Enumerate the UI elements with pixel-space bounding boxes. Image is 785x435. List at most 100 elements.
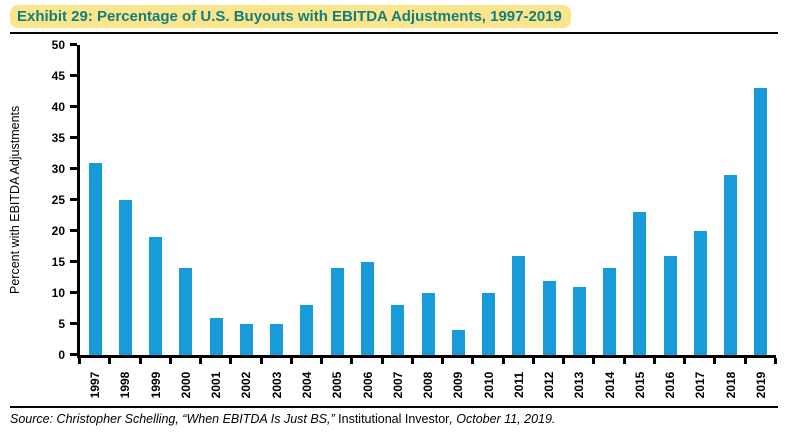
x-label-2017: 2017: [693, 371, 708, 399]
x-label-2001: 2001: [209, 371, 224, 399]
y-tick-label-35: 35: [51, 131, 65, 145]
x-label-cell-2000: 2000: [171, 366, 201, 404]
bar-cell-1997: [80, 45, 110, 355]
source-divider-line: [10, 406, 778, 408]
x-tick-mark-7: [289, 358, 293, 364]
bar-2006: [361, 262, 375, 355]
x-label-2010: 2010: [481, 371, 496, 399]
x-tick-mark-3: [168, 358, 172, 364]
bar-cell-2010: [473, 45, 503, 355]
y-tick-mark-30: [70, 167, 77, 170]
x-label-2007: 2007: [390, 371, 405, 399]
plot-area: 0 5 10 15 20 25 30 35 40 45 50: [52, 38, 777, 364]
source-text-prefix: Source: Christopher Schelling, “When EBI…: [10, 412, 339, 426]
bar-cell-1999: [141, 45, 171, 355]
x-label-1997: 1997: [88, 371, 103, 399]
bar-2018: [724, 175, 738, 355]
bar-2015: [633, 212, 647, 355]
bar-cell-1998: [110, 45, 140, 355]
y-tick-label-5: 5: [58, 317, 65, 331]
x-label-2019: 2019: [753, 371, 768, 399]
bar-cell-2015: [625, 45, 655, 355]
exhibit-title: Exhibit 29: Percentage of U.S. Buyouts w…: [10, 5, 571, 28]
bars-container: [80, 45, 776, 355]
bar-2019: [754, 88, 768, 355]
bar-2013: [572, 286, 586, 355]
y-tick-label-20: 20: [51, 224, 65, 238]
bar-1997: [88, 162, 102, 355]
x-label-cell-1997: 1997: [80, 366, 110, 404]
y-tick-label-25: 25: [51, 193, 65, 207]
x-label-cell-2009: 2009: [443, 366, 473, 404]
y-tick-label-45: 45: [51, 69, 65, 83]
y-tick-mark-10: [70, 291, 77, 294]
bar-cell-2006: [352, 45, 382, 355]
x-tick-mark-2: [138, 358, 142, 364]
bar-cell-2016: [655, 45, 685, 355]
y-tick-mark-50: [70, 43, 77, 46]
bar-2011: [512, 255, 526, 355]
x-label-2005: 2005: [330, 371, 345, 399]
bar-2010: [482, 293, 496, 355]
x-label-2012: 2012: [542, 371, 557, 399]
y-tick-mark-35: [70, 136, 77, 139]
bar-cell-2018: [716, 45, 746, 355]
exhibit-title-row: Exhibit 29: Percentage of U.S. Buyouts w…: [10, 5, 571, 28]
y-tick-mark-45: [70, 74, 77, 77]
bar-2003: [270, 324, 284, 355]
bar-cell-2017: [685, 45, 715, 355]
x-tick-mark-23: [774, 358, 777, 364]
x-label-2008: 2008: [421, 371, 436, 399]
bar-2008: [421, 293, 435, 355]
y-tick-mark-0: [70, 353, 77, 356]
x-label-cell-2008: 2008: [413, 366, 443, 404]
bar-cell-2012: [534, 45, 564, 355]
x-tick-mark-1: [108, 358, 112, 364]
y-tick-mark-25: [70, 198, 77, 201]
y-tick-label-30: 30: [51, 162, 65, 176]
bar-cell-2019: [746, 45, 776, 355]
x-tick-mark-15: [531, 358, 535, 364]
y-tick-label-40: 40: [51, 100, 65, 114]
bar-1999: [149, 237, 163, 355]
x-label-cell-2019: 2019: [746, 366, 776, 404]
y-tick-mark-40: [70, 105, 77, 108]
y-tick-label-15: 15: [51, 255, 65, 269]
bar-2007: [391, 305, 405, 355]
x-label-cell-2016: 2016: [655, 366, 685, 404]
x-tick-mark-18: [622, 358, 626, 364]
x-tick-mark-14: [501, 358, 505, 364]
bar-2009: [451, 330, 465, 355]
x-label-2003: 2003: [269, 371, 284, 399]
bar-2012: [542, 280, 556, 355]
x-label-cell-2013: 2013: [564, 366, 594, 404]
x-label-cell-2005: 2005: [322, 366, 352, 404]
x-label-cell-2007: 2007: [383, 366, 413, 404]
x-label-2002: 2002: [239, 371, 254, 399]
x-tick-mark-4: [199, 358, 203, 364]
bar-cell-2013: [564, 45, 594, 355]
bar-cell-2005: [322, 45, 352, 355]
bar-2005: [330, 268, 344, 355]
x-label-cell-2012: 2012: [534, 366, 564, 404]
bar-cell-2007: [383, 45, 413, 355]
x-label-2018: 2018: [723, 371, 738, 399]
bar-2004: [300, 305, 314, 355]
x-label-cell-2014: 2014: [595, 366, 625, 404]
x-tick-mark-17: [592, 358, 596, 364]
source-text-suffix: , October 11, 2019.: [449, 412, 556, 426]
bar-2001: [209, 317, 223, 355]
y-tick-label-10: 10: [51, 286, 65, 300]
x-label-1999: 1999: [148, 371, 163, 399]
x-label-cell-2006: 2006: [352, 366, 382, 404]
y-axis-title: Percent with EBITDA Adjustments: [8, 105, 22, 295]
x-label-2014: 2014: [602, 371, 617, 399]
x-tick-mark-6: [259, 358, 263, 364]
x-tick-mark-13: [471, 358, 475, 364]
x-label-2004: 2004: [299, 371, 314, 399]
bar-2002: [239, 324, 253, 355]
x-label-cell-1999: 1999: [141, 366, 171, 404]
x-label-cell-2011: 2011: [504, 366, 534, 404]
source-publication: Institutional Investor: [338, 412, 450, 426]
x-label-cell-2017: 2017: [685, 366, 715, 404]
